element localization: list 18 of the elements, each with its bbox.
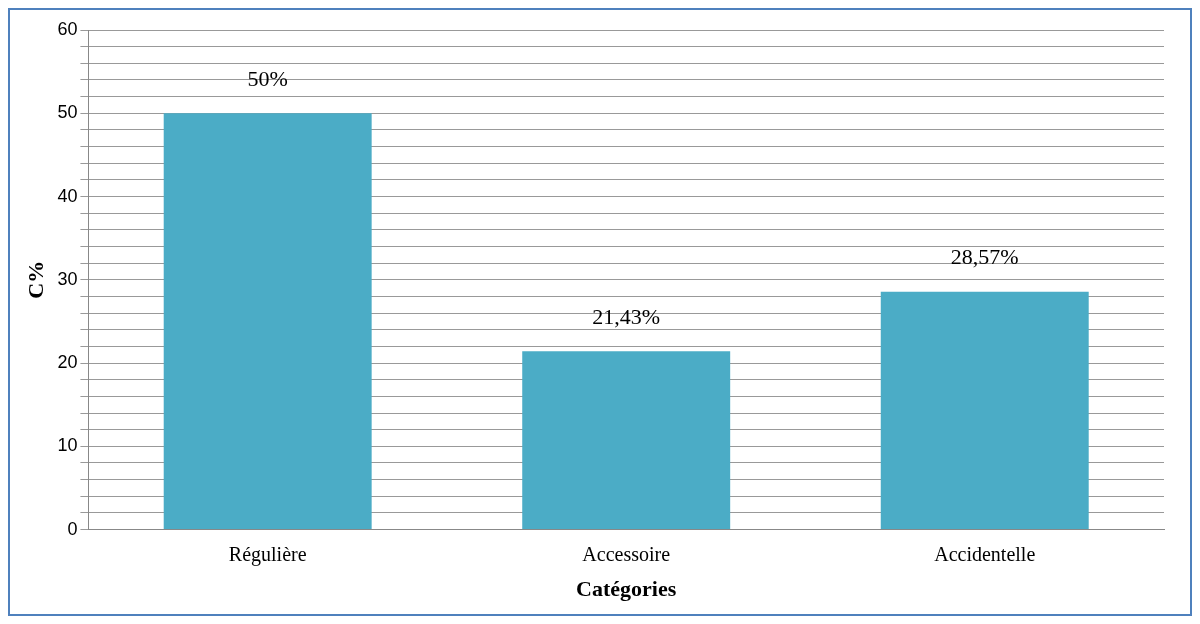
x-axis-title: Catégories <box>576 576 677 602</box>
y-axis-title: C% <box>22 260 48 299</box>
bar <box>880 291 1089 530</box>
bar <box>163 113 372 530</box>
data-label: 50% <box>247 66 288 92</box>
y-tick-label: 20 <box>57 352 78 373</box>
x-tick-label: Accessoire <box>582 542 671 565</box>
y-tick-label: 50 <box>57 102 78 123</box>
y-tick-label: 30 <box>57 268 78 289</box>
y-tick-label: 60 <box>57 18 78 39</box>
data-label: 28,57% <box>950 244 1019 270</box>
data-label: 21,43% <box>592 303 661 329</box>
y-tick-label: 10 <box>57 435 78 456</box>
x-tick-label: Accidentelle <box>934 542 1036 565</box>
bar <box>522 351 731 530</box>
y-tick-label: 40 <box>57 185 78 206</box>
x-tick-label: Régulière <box>228 542 307 566</box>
y-tick-label: 0 <box>67 518 78 539</box>
